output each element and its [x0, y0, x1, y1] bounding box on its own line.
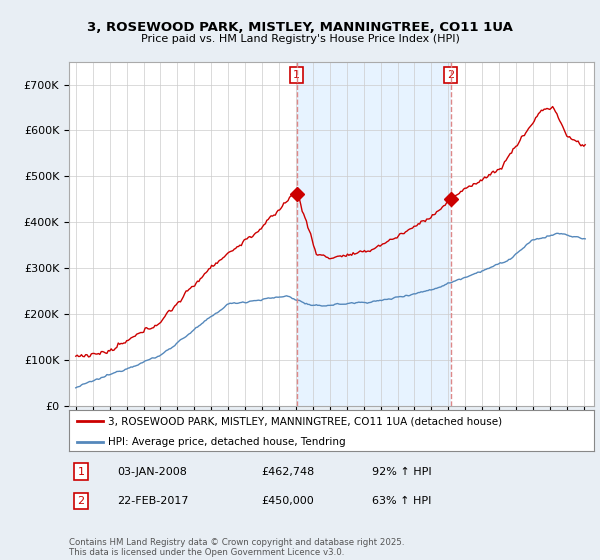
Text: HPI: Average price, detached house, Tendring: HPI: Average price, detached house, Tend…: [109, 437, 346, 447]
Text: 92% ↑ HPI: 92% ↑ HPI: [372, 466, 431, 477]
Text: 22-FEB-2017: 22-FEB-2017: [117, 496, 188, 506]
Text: 2: 2: [77, 496, 85, 506]
Text: Price paid vs. HM Land Registry's House Price Index (HPI): Price paid vs. HM Land Registry's House …: [140, 34, 460, 44]
Text: 3, ROSEWOOD PARK, MISTLEY, MANNINGTREE, CO11 1UA: 3, ROSEWOOD PARK, MISTLEY, MANNINGTREE, …: [87, 21, 513, 34]
Text: 1: 1: [293, 70, 300, 80]
Text: 3, ROSEWOOD PARK, MISTLEY, MANNINGTREE, CO11 1UA (detached house): 3, ROSEWOOD PARK, MISTLEY, MANNINGTREE, …: [109, 417, 503, 426]
Text: 03-JAN-2008: 03-JAN-2008: [117, 466, 187, 477]
Text: 1: 1: [77, 466, 85, 477]
Text: Contains HM Land Registry data © Crown copyright and database right 2025.
This d: Contains HM Land Registry data © Crown c…: [69, 538, 404, 557]
Bar: [296, 62, 451, 406]
Text: £462,748: £462,748: [261, 466, 314, 477]
Text: £450,000: £450,000: [261, 496, 314, 506]
Text: 63% ↑ HPI: 63% ↑ HPI: [372, 496, 431, 506]
Text: 2: 2: [447, 70, 454, 80]
